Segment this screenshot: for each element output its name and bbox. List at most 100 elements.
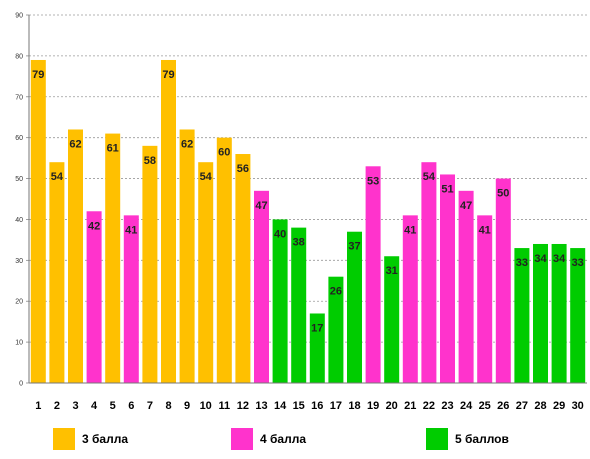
data-labels: 79 54 62 42 61 41 58 79 62 54 60 56 47 40 38 17 26 37 53 31…	[32, 69, 584, 335]
bar	[291, 227, 307, 383]
x-tick-label: 16	[311, 400, 323, 412]
bar	[123, 215, 139, 383]
data-label: 60	[218, 147, 230, 159]
bar	[235, 154, 251, 383]
data-label: 33	[572, 257, 584, 269]
x-tick-label: 7	[147, 400, 153, 412]
y-tick-label: 80	[15, 53, 23, 60]
y-tick-label: 90	[15, 13, 23, 20]
data-label: 26	[330, 286, 342, 298]
bar	[384, 256, 400, 383]
axes	[28, 15, 587, 384]
x-tick-label: 3	[72, 400, 78, 412]
x-tick-label: 10	[200, 400, 212, 412]
bar	[216, 137, 232, 383]
data-label: 37	[348, 241, 360, 253]
x-tick-label: 28	[534, 400, 546, 412]
y-tick-label: 60	[15, 135, 23, 142]
data-label: 54	[200, 171, 213, 183]
bar	[402, 215, 418, 383]
x-tick-label: 24	[460, 400, 473, 412]
bar	[440, 174, 455, 383]
x-tick-label: 21	[404, 400, 416, 412]
bar	[105, 133, 121, 383]
x-tick-label: 13	[255, 400, 267, 412]
data-label: 40	[274, 228, 286, 240]
x-tick-label: 2	[54, 400, 60, 412]
bar	[309, 313, 325, 383]
y-tick-label: 10	[15, 340, 23, 347]
y-tick-label: 0	[19, 381, 23, 388]
x-tick-label: 25	[479, 400, 491, 412]
x-tick-label: 26	[497, 400, 509, 412]
data-label: 56	[237, 163, 249, 175]
legend-swatch	[53, 428, 75, 450]
data-label: 42	[88, 220, 100, 232]
data-label: 50	[497, 188, 509, 200]
data-label: 34	[553, 253, 566, 265]
y-tick-label: 30	[15, 258, 23, 265]
bar	[49, 162, 65, 383]
data-label: 54	[423, 171, 436, 183]
x-tick-label: 9	[184, 400, 190, 412]
x-axis-ticks: 1 2 3 4 5 6 7 8 9 10 11 12 13 14 15 16 17 18 19 20 21 22 23 24 2…	[35, 400, 584, 412]
bar	[365, 166, 381, 383]
y-axis-ticks: 0 10 20 30 40 50 60 70 80 90	[15, 13, 29, 388]
x-tick-label: 20	[386, 400, 398, 412]
data-label: 31	[386, 265, 398, 277]
data-label: 33	[516, 257, 528, 269]
bar	[68, 129, 83, 383]
x-tick-label: 19	[367, 400, 379, 412]
bar	[533, 243, 548, 383]
data-label: 61	[107, 143, 119, 155]
x-tick-label: 17	[330, 400, 342, 412]
gridlines	[29, 14, 587, 343]
legend-label: 3 балла	[82, 432, 128, 446]
bar	[179, 129, 195, 383]
data-label: 58	[144, 155, 156, 167]
bar	[272, 219, 288, 383]
bar	[421, 162, 437, 383]
bar	[477, 215, 493, 383]
bar	[86, 211, 102, 383]
bar	[198, 162, 214, 383]
x-tick-label: 1	[35, 400, 41, 412]
data-label: 54	[51, 171, 64, 183]
bar	[161, 59, 176, 383]
x-tick-label: 8	[165, 400, 171, 412]
data-label: 17	[311, 322, 323, 334]
y-tick-label: 40	[15, 217, 23, 224]
bar	[495, 178, 511, 383]
legend-swatch	[426, 428, 448, 450]
bar	[551, 243, 567, 383]
data-label: 34	[534, 253, 547, 265]
x-tick-label: 27	[516, 400, 528, 412]
legend-label: 5 баллов	[455, 432, 509, 446]
data-label: 79	[32, 69, 44, 81]
data-label: 62	[181, 138, 193, 150]
y-tick-label: 50	[15, 176, 23, 183]
bar	[570, 248, 586, 383]
data-label: 47	[460, 200, 472, 212]
data-label: 51	[441, 183, 453, 195]
data-label: 47	[255, 200, 267, 212]
x-tick-label: 6	[128, 400, 134, 412]
legend: 3 балла 4 балла 5 баллов	[53, 428, 509, 450]
data-label: 41	[404, 224, 416, 236]
x-tick-label: 18	[348, 400, 360, 412]
data-label: 53	[367, 175, 379, 187]
bar	[254, 190, 269, 383]
bar	[514, 248, 530, 383]
bar	[347, 231, 362, 383]
bar	[328, 276, 344, 383]
data-label: 38	[293, 237, 305, 249]
bar	[458, 190, 474, 383]
x-tick-label: 14	[274, 400, 287, 412]
x-tick-label: 4	[91, 400, 98, 412]
y-tick-label: 20	[15, 299, 23, 306]
bars	[30, 59, 586, 383]
x-tick-label: 12	[237, 400, 249, 412]
x-tick-label: 5	[110, 400, 116, 412]
data-label: 41	[479, 224, 491, 236]
x-tick-label: 15	[293, 400, 305, 412]
